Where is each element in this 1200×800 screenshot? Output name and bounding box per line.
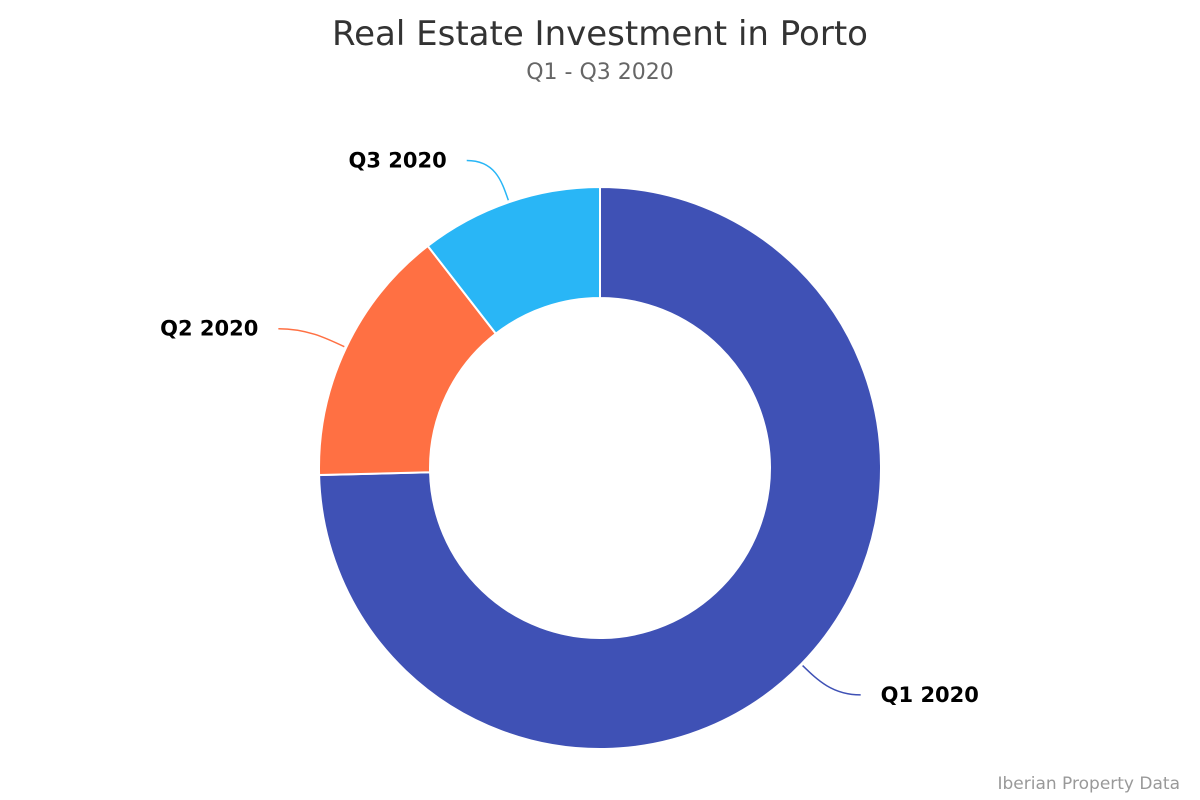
slice-q3-2020[interactable] [426, 185, 601, 336]
label-q2-2020: Q2 2020 [160, 317, 258, 341]
credits-text[interactable]: Iberian Property Data [997, 774, 1180, 794]
connector-q3-2020 [466, 159, 510, 201]
connector-q2-2020 [278, 327, 345, 348]
chart-subtitle: Q1 - Q3 2020 [526, 60, 674, 85]
label-q3-2020: Q3 2020 [348, 149, 446, 173]
slice-q1-2020[interactable] [318, 185, 882, 750]
connector-q1-2020 [802, 665, 861, 696]
chart-title: Real Estate Investment in Porto [332, 14, 868, 54]
label-q1-2020: Q1 2020 [881, 683, 979, 707]
